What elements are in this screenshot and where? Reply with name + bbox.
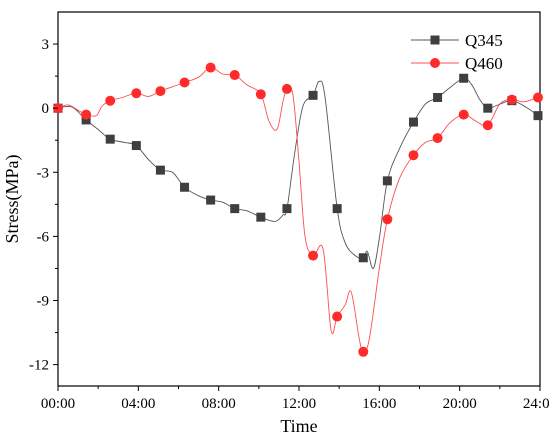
y-tick-label: -9 bbox=[37, 294, 50, 310]
point-q460-10 bbox=[308, 250, 319, 261]
point-q345-19 bbox=[533, 111, 543, 121]
point-q460-19 bbox=[532, 92, 543, 103]
legend: Q345 Q460 bbox=[411, 31, 503, 73]
point-q460-3 bbox=[131, 88, 142, 99]
y-tick-label: -12 bbox=[29, 358, 49, 374]
point-q345-3 bbox=[131, 141, 141, 151]
point-q345-5 bbox=[180, 182, 190, 192]
y-tick-label: -3 bbox=[37, 165, 50, 181]
y-tick-label: -6 bbox=[37, 229, 50, 245]
x-axis-ticks: 00:00 04:00 08:00 12:00 16:00 20:00 24:00 bbox=[41, 386, 550, 412]
point-q345-7 bbox=[230, 204, 240, 214]
point-q460-12 bbox=[358, 346, 369, 357]
point-q460-17 bbox=[482, 120, 493, 131]
series-markers bbox=[53, 62, 543, 357]
point-q345-4 bbox=[155, 165, 165, 175]
x-axis-title: Time bbox=[280, 416, 317, 436]
point-q345-6 bbox=[206, 195, 216, 205]
point-q345-14 bbox=[408, 117, 418, 127]
point-q460-15 bbox=[432, 133, 443, 144]
y-axis-title: Stress(MPa) bbox=[2, 154, 23, 243]
point-q460-18 bbox=[506, 94, 517, 105]
point-q460-5 bbox=[179, 77, 190, 88]
point-q460-11 bbox=[332, 311, 343, 322]
point-q345-15 bbox=[433, 92, 443, 102]
point-q460-13 bbox=[382, 214, 393, 225]
point-q345-13 bbox=[382, 176, 392, 186]
point-q345-16 bbox=[459, 73, 469, 83]
x-tick-label: 08:00 bbox=[202, 396, 236, 412]
y-tick-label: 3 bbox=[42, 37, 50, 53]
point-q345-17 bbox=[483, 103, 493, 113]
point-q345-11 bbox=[332, 204, 342, 214]
x-tick-label: 00:00 bbox=[41, 396, 75, 412]
point-q460-8 bbox=[255, 89, 266, 100]
x-tick-label: 16:00 bbox=[362, 396, 396, 412]
point-q345-1 bbox=[81, 115, 91, 125]
point-q345-2 bbox=[105, 134, 115, 144]
legend-label-q345: Q345 bbox=[465, 31, 503, 50]
x-tick-label: 04:00 bbox=[121, 396, 155, 412]
point-q345-9 bbox=[282, 204, 292, 214]
point-q345-8 bbox=[256, 212, 266, 222]
series-line-q345 bbox=[57, 77, 539, 269]
point-q460-9 bbox=[281, 83, 292, 94]
x-tick-label: 20:00 bbox=[443, 396, 477, 412]
point-q460-4 bbox=[155, 86, 166, 97]
point-q460-14 bbox=[408, 150, 419, 161]
y-axis-ticks: 3 0 -3 -6 -9 -12 bbox=[29, 37, 58, 374]
x-tick-label: 24:00 bbox=[523, 396, 550, 412]
point-q460-7 bbox=[229, 70, 240, 81]
point-q460-2 bbox=[105, 95, 116, 106]
x-tick-label: 12:00 bbox=[282, 396, 316, 412]
legend-marker-q460 bbox=[430, 58, 440, 68]
point-q345-10 bbox=[308, 90, 318, 100]
y-tick-label: 0 bbox=[42, 101, 50, 117]
legend-label-q460: Q460 bbox=[465, 54, 503, 73]
point-q460-16 bbox=[458, 109, 469, 120]
point-q345-12 bbox=[358, 253, 368, 263]
legend-marker-q345 bbox=[430, 35, 440, 45]
point-q460-1 bbox=[81, 109, 92, 120]
point-q460-6 bbox=[205, 62, 216, 73]
